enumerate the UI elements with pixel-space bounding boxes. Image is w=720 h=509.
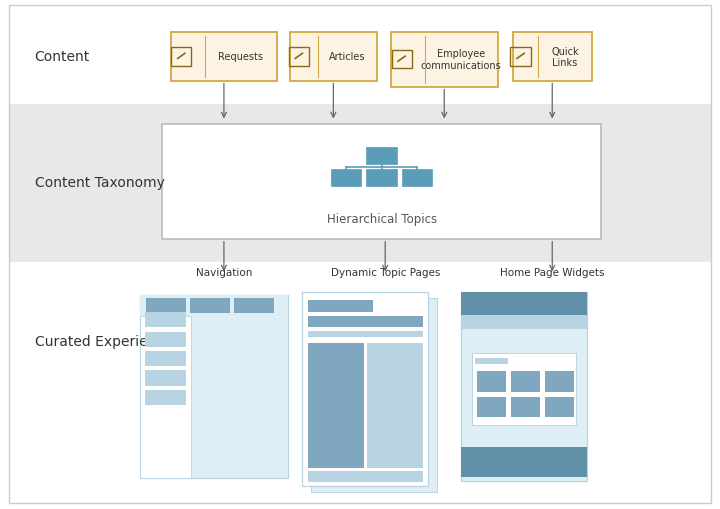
FancyBboxPatch shape xyxy=(145,390,186,405)
Text: Articles: Articles xyxy=(329,52,366,62)
FancyBboxPatch shape xyxy=(366,344,423,468)
FancyBboxPatch shape xyxy=(308,471,423,482)
Bar xyxy=(9,104,711,265)
Text: Requests: Requests xyxy=(218,52,264,62)
Text: Hierarchical Topics: Hierarchical Topics xyxy=(327,212,436,225)
FancyBboxPatch shape xyxy=(511,397,540,417)
FancyBboxPatch shape xyxy=(511,372,540,392)
FancyBboxPatch shape xyxy=(145,313,186,328)
FancyBboxPatch shape xyxy=(308,331,423,337)
FancyBboxPatch shape xyxy=(366,148,397,165)
FancyBboxPatch shape xyxy=(545,397,574,417)
FancyBboxPatch shape xyxy=(145,371,186,386)
Text: Navigation: Navigation xyxy=(196,267,252,277)
Text: Dynamic Topic Pages: Dynamic Topic Pages xyxy=(330,267,440,277)
FancyBboxPatch shape xyxy=(545,372,574,392)
FancyBboxPatch shape xyxy=(461,447,587,477)
FancyBboxPatch shape xyxy=(145,351,186,366)
Text: Home Page Widgets: Home Page Widgets xyxy=(500,267,605,277)
FancyBboxPatch shape xyxy=(311,299,437,492)
FancyBboxPatch shape xyxy=(140,317,191,478)
FancyBboxPatch shape xyxy=(461,316,587,329)
FancyBboxPatch shape xyxy=(477,372,506,392)
FancyBboxPatch shape xyxy=(391,33,498,88)
FancyBboxPatch shape xyxy=(234,299,274,313)
FancyBboxPatch shape xyxy=(366,169,397,186)
FancyBboxPatch shape xyxy=(140,295,288,317)
FancyBboxPatch shape xyxy=(190,299,230,313)
Text: Curated Experiences: Curated Experiences xyxy=(35,334,179,348)
FancyBboxPatch shape xyxy=(461,293,587,481)
FancyBboxPatch shape xyxy=(146,299,186,313)
FancyBboxPatch shape xyxy=(477,397,506,417)
FancyBboxPatch shape xyxy=(513,33,592,81)
Text: Content: Content xyxy=(35,50,90,64)
FancyBboxPatch shape xyxy=(472,354,576,425)
FancyBboxPatch shape xyxy=(402,169,432,186)
FancyBboxPatch shape xyxy=(308,316,423,327)
Bar xyxy=(9,6,711,107)
FancyBboxPatch shape xyxy=(171,33,277,81)
FancyBboxPatch shape xyxy=(308,301,373,312)
Text: Quick
Links: Quick Links xyxy=(551,46,579,68)
FancyBboxPatch shape xyxy=(461,293,587,316)
FancyBboxPatch shape xyxy=(162,125,601,239)
FancyBboxPatch shape xyxy=(140,295,288,478)
FancyBboxPatch shape xyxy=(331,169,361,186)
Text: Employee
communications: Employee communications xyxy=(421,49,502,71)
Bar xyxy=(9,263,711,503)
Text: Content Taxonomy: Content Taxonomy xyxy=(35,175,164,189)
FancyBboxPatch shape xyxy=(290,33,377,81)
FancyBboxPatch shape xyxy=(145,332,186,347)
FancyBboxPatch shape xyxy=(475,358,508,364)
FancyBboxPatch shape xyxy=(308,344,364,468)
FancyBboxPatch shape xyxy=(302,293,428,486)
